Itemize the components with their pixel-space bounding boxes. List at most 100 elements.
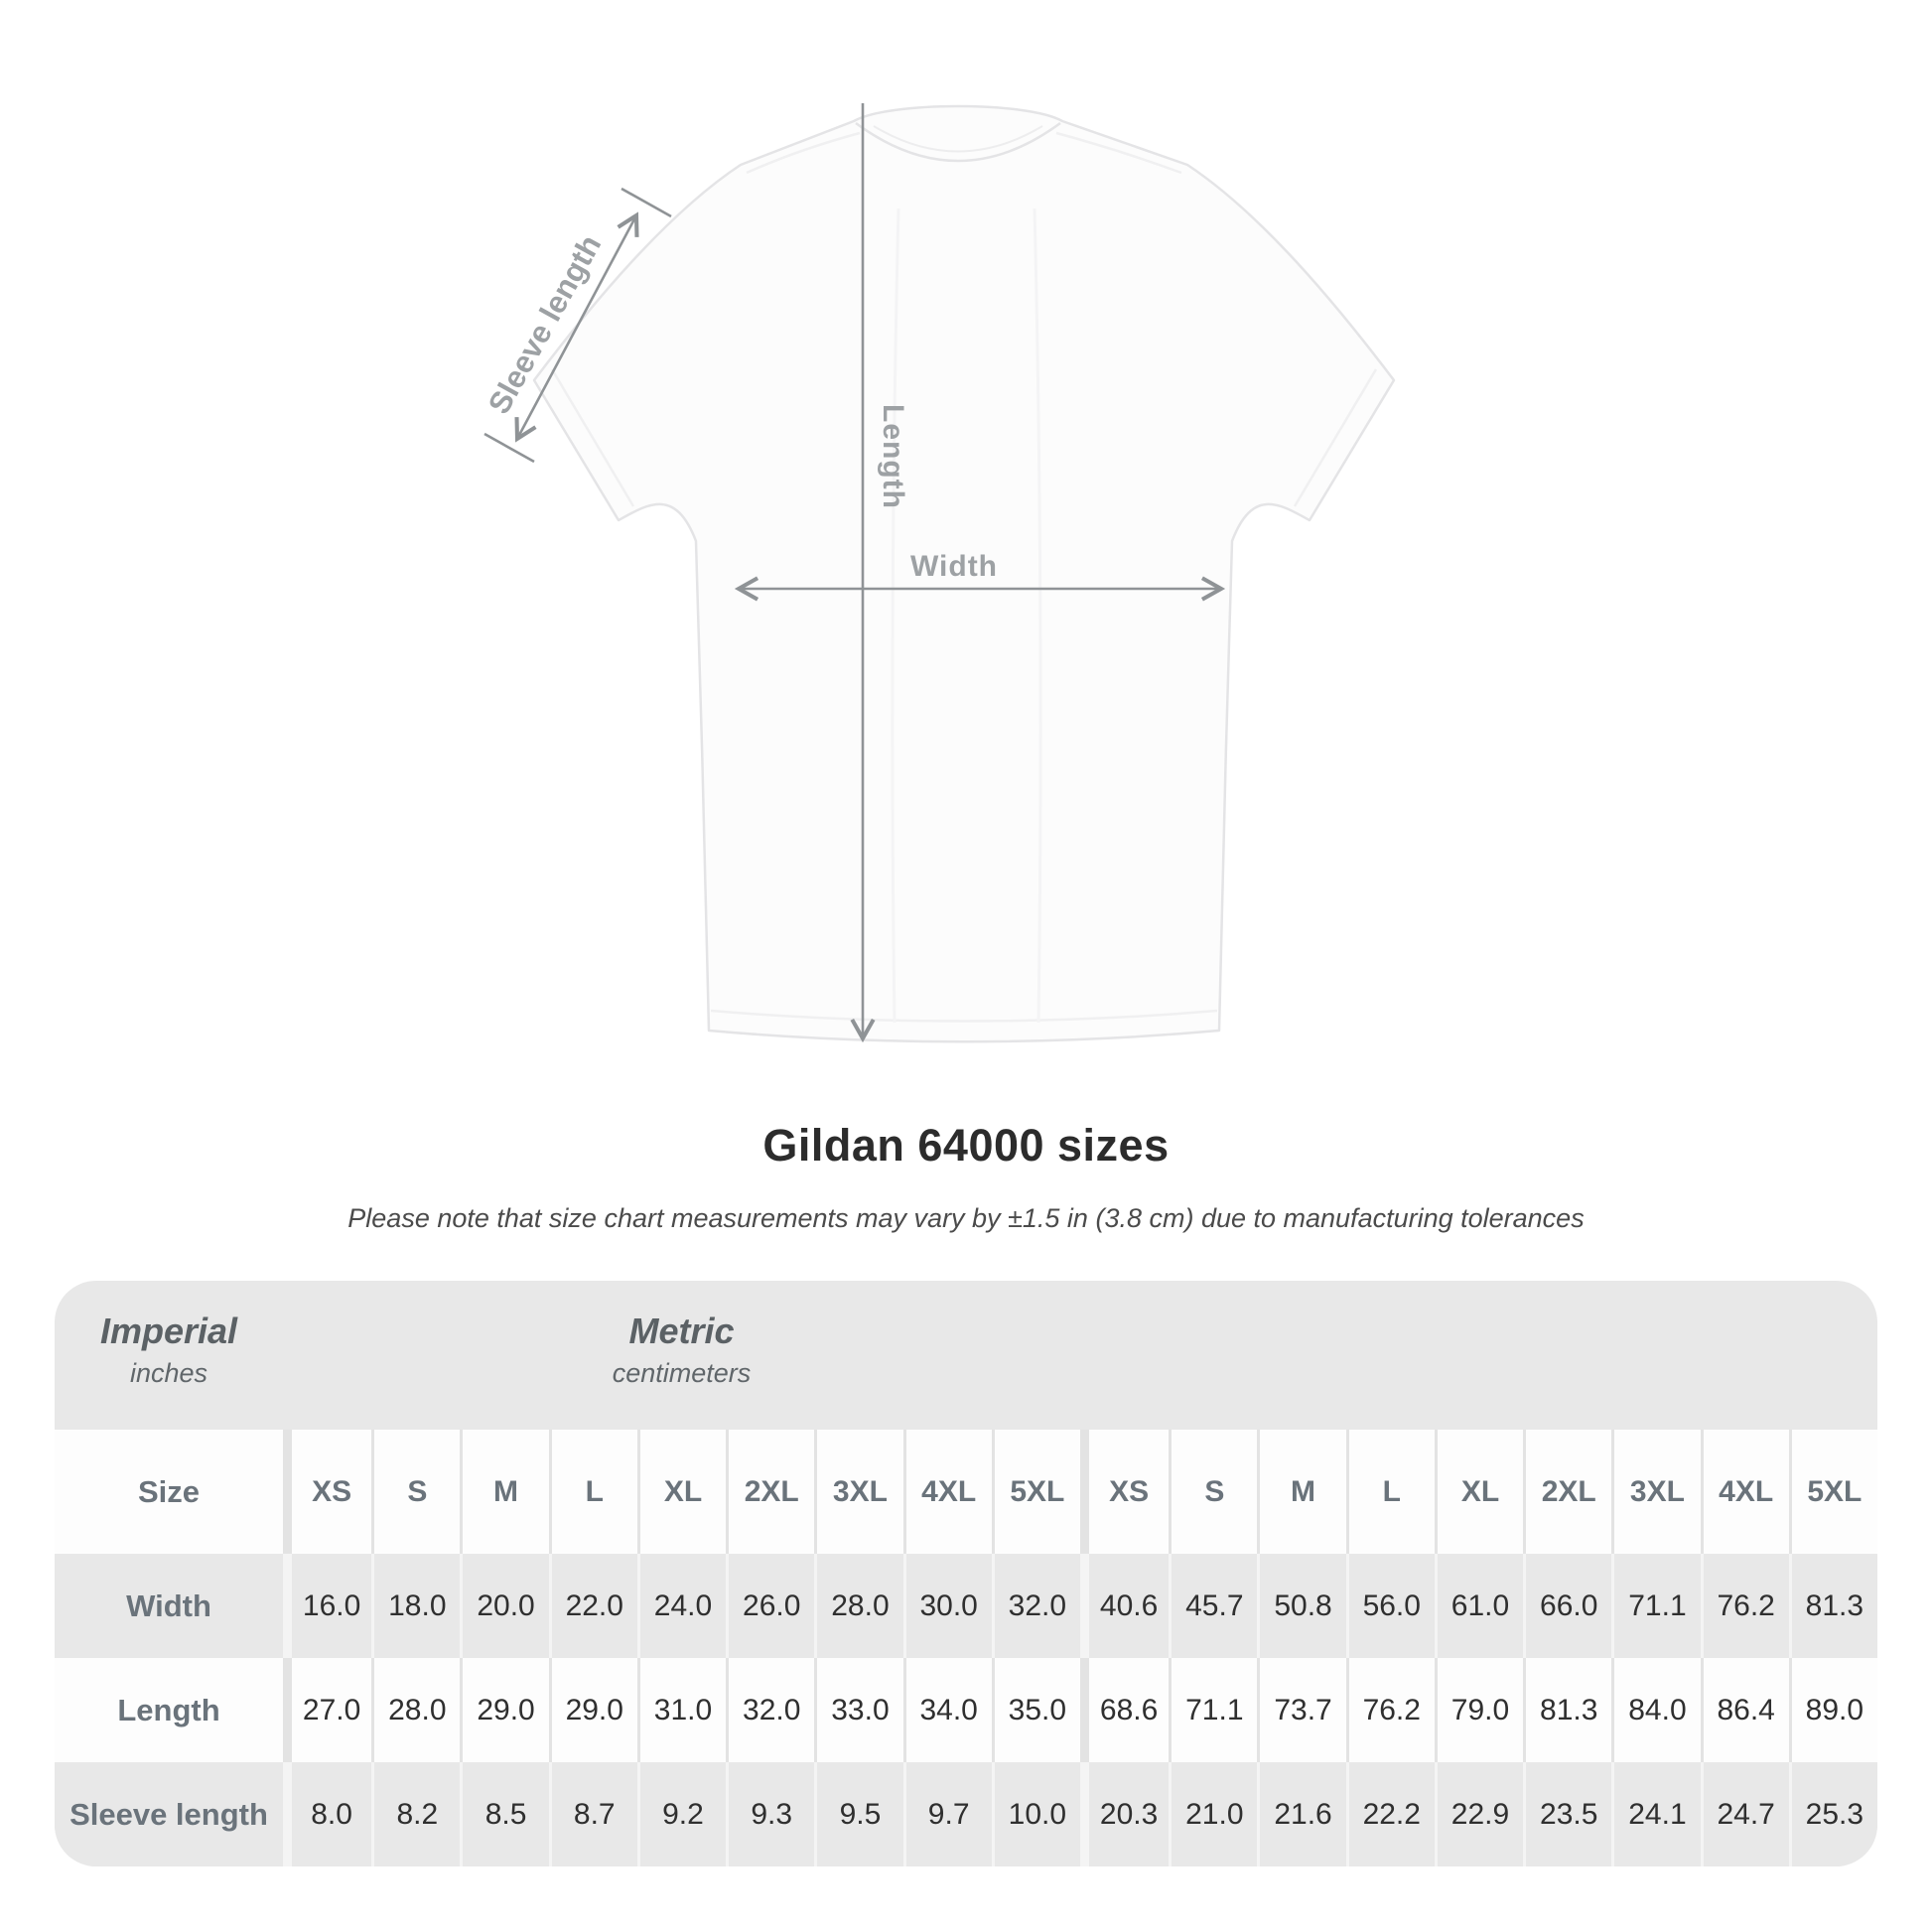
measurement-cell: 8.5 [460, 1762, 548, 1866]
metric-unit-label: centimeters [612, 1358, 752, 1388]
length-label: Length [877, 404, 909, 509]
size-header-cell: 5XL [991, 1430, 1080, 1554]
measurement-cell: 40.6 [1079, 1554, 1169, 1658]
left-shoulder-seam [746, 131, 861, 175]
metric-group-header: Metric centimeters [283, 1281, 1080, 1430]
size-header-cell: XS [1079, 1430, 1169, 1554]
measurement-cell: 33.0 [814, 1658, 902, 1762]
imperial-unit-label: inches [129, 1358, 208, 1388]
measurement-cell: 86.4 [1700, 1658, 1789, 1762]
size-table: Imperial inches Metric centimeters Size X… [55, 1281, 1877, 1866]
row-label: Sleeve length [69, 1796, 268, 1832]
measurement-cell: 89.0 [1788, 1658, 1877, 1762]
size-header-cell: S [1169, 1430, 1257, 1554]
measurement-cell: 8.2 [371, 1762, 460, 1866]
size-header-cell: 5XL [1788, 1430, 1877, 1554]
unit-group-header: Imperial inches Metric centimeters [55, 1281, 1877, 1430]
measurement-cell: 28.0 [371, 1658, 460, 1762]
measurement-cell: 56.0 [1345, 1554, 1435, 1658]
measurement-cell: 32.0 [726, 1658, 814, 1762]
measurement-lines [483, 103, 1226, 1043]
table-row: Sleeve length 8.0 8.2 8.5 8.7 9.2 9.3 9.5 9.7 10.… [55, 1762, 1877, 1866]
imperial-group-header: Imperial inches [55, 1281, 283, 1430]
tshirt-diagram [483, 103, 1396, 1043]
measurement-cell: 29.0 [548, 1658, 637, 1762]
measurement-cell: 9.3 [726, 1762, 814, 1866]
measurement-cell: 24.0 [636, 1554, 726, 1658]
size-header-cell: L [1345, 1430, 1435, 1554]
row-label: Width [126, 1587, 211, 1623]
measurement-cell: 9.7 [902, 1762, 992, 1866]
measurement-cell: 35.0 [991, 1658, 1080, 1762]
measurement-cell: 18.0 [371, 1554, 460, 1658]
measurement-cell: 71.1 [1611, 1554, 1700, 1658]
size-header-cell: 3XL [814, 1430, 902, 1554]
size-header-cell: 3XL [1611, 1430, 1700, 1554]
size-header-cell: 2XL [726, 1430, 814, 1554]
size-header-cell: 4XL [902, 1430, 992, 1554]
measurement-cell: 21.6 [1257, 1762, 1345, 1866]
size-header-cell: M [1257, 1430, 1345, 1554]
size-table-grid: Size XS S M L XL 2XL 3XL 4XL 5XL XS S M L XL 2XL 3XL 4XL 5… [55, 1430, 1877, 1866]
size-header-cell: XL [1434, 1430, 1523, 1554]
measurement-cell: 16.0 [283, 1554, 371, 1658]
right-cuff-hem [1293, 368, 1378, 507]
width-label: Width [909, 550, 999, 583]
collar-outer-line [855, 121, 1061, 163]
measurement-cell: 22.0 [548, 1554, 637, 1658]
size-header-cell: L [548, 1430, 637, 1554]
bottom-hem-stitch [710, 1009, 1218, 1023]
measurement-cell: 31.0 [636, 1658, 726, 1762]
measurement-cell: 28.0 [814, 1554, 902, 1658]
table-row: Width 16.0 18.0 20.0 22.0 24.0 26.0 28.0 30.0 32.… [55, 1554, 1877, 1658]
measurement-cell: 25.3 [1788, 1762, 1877, 1866]
page-title: Gildan 64000 sizes [762, 1120, 1170, 1171]
measurement-cell: 22.2 [1345, 1762, 1435, 1866]
measurement-cell: 8.0 [283, 1762, 371, 1866]
measurement-cell: 9.2 [636, 1762, 726, 1866]
size-header-cell: S [371, 1430, 460, 1554]
size-header-cell: 4XL [1700, 1430, 1789, 1554]
measurement-cell: 68.6 [1079, 1658, 1169, 1762]
right-shoulder-seam [1055, 131, 1182, 175]
table-row: Length 27.0 28.0 29.0 29.0 31.0 32.0 33.0 34.0 35… [55, 1658, 1877, 1762]
measurement-cell: 84.0 [1611, 1658, 1700, 1762]
size-header-cell: XL [636, 1430, 726, 1554]
measurement-cell: 73.7 [1257, 1658, 1345, 1762]
measurement-cell: 66.0 [1523, 1554, 1611, 1658]
measurement-cell: 23.5 [1523, 1762, 1611, 1866]
measurement-cell: 24.7 [1700, 1762, 1789, 1866]
measurement-cell: 10.0 [991, 1762, 1080, 1866]
measurement-cell: 30.0 [902, 1554, 992, 1658]
measurement-cell: 29.0 [460, 1658, 548, 1762]
measurement-cell: 9.5 [814, 1762, 902, 1866]
measurement-cell: 26.0 [726, 1554, 814, 1658]
measurement-cell: 34.0 [902, 1658, 992, 1762]
size-header-cell: M [460, 1430, 548, 1554]
imperial-label: Imperial [99, 1311, 238, 1351]
measurement-cell: 81.3 [1523, 1658, 1611, 1762]
measurement-cell: 76.2 [1700, 1554, 1789, 1658]
measurement-cell: 22.9 [1434, 1762, 1523, 1866]
measurement-cell: 45.7 [1169, 1554, 1257, 1658]
measurement-cell: 81.3 [1788, 1554, 1877, 1658]
measurement-cell: 50.8 [1257, 1554, 1345, 1658]
measurement-cell: 79.0 [1434, 1658, 1523, 1762]
tshirt-body [532, 104, 1396, 1043]
size-header-cell: 2XL [1523, 1430, 1611, 1554]
measurement-cell: 27.0 [283, 1658, 371, 1762]
size-column-header: Size [137, 1473, 201, 1509]
measurement-cell: 20.0 [460, 1554, 548, 1658]
group-header-spacer [1080, 1281, 1877, 1430]
metric-label: Metric [628, 1311, 735, 1351]
measurement-cell: 71.1 [1169, 1658, 1257, 1762]
measurement-cell: 61.0 [1434, 1554, 1523, 1658]
measurement-cell: 8.7 [548, 1762, 637, 1866]
measurement-cell: 32.0 [991, 1554, 1080, 1658]
sleeve-length-arrow [483, 187, 672, 464]
measurement-cell: 20.3 [1079, 1762, 1169, 1866]
measurement-cell: 76.2 [1345, 1658, 1435, 1762]
measurement-cell: 24.1 [1611, 1762, 1700, 1866]
size-header-cell: XS [283, 1430, 371, 1554]
